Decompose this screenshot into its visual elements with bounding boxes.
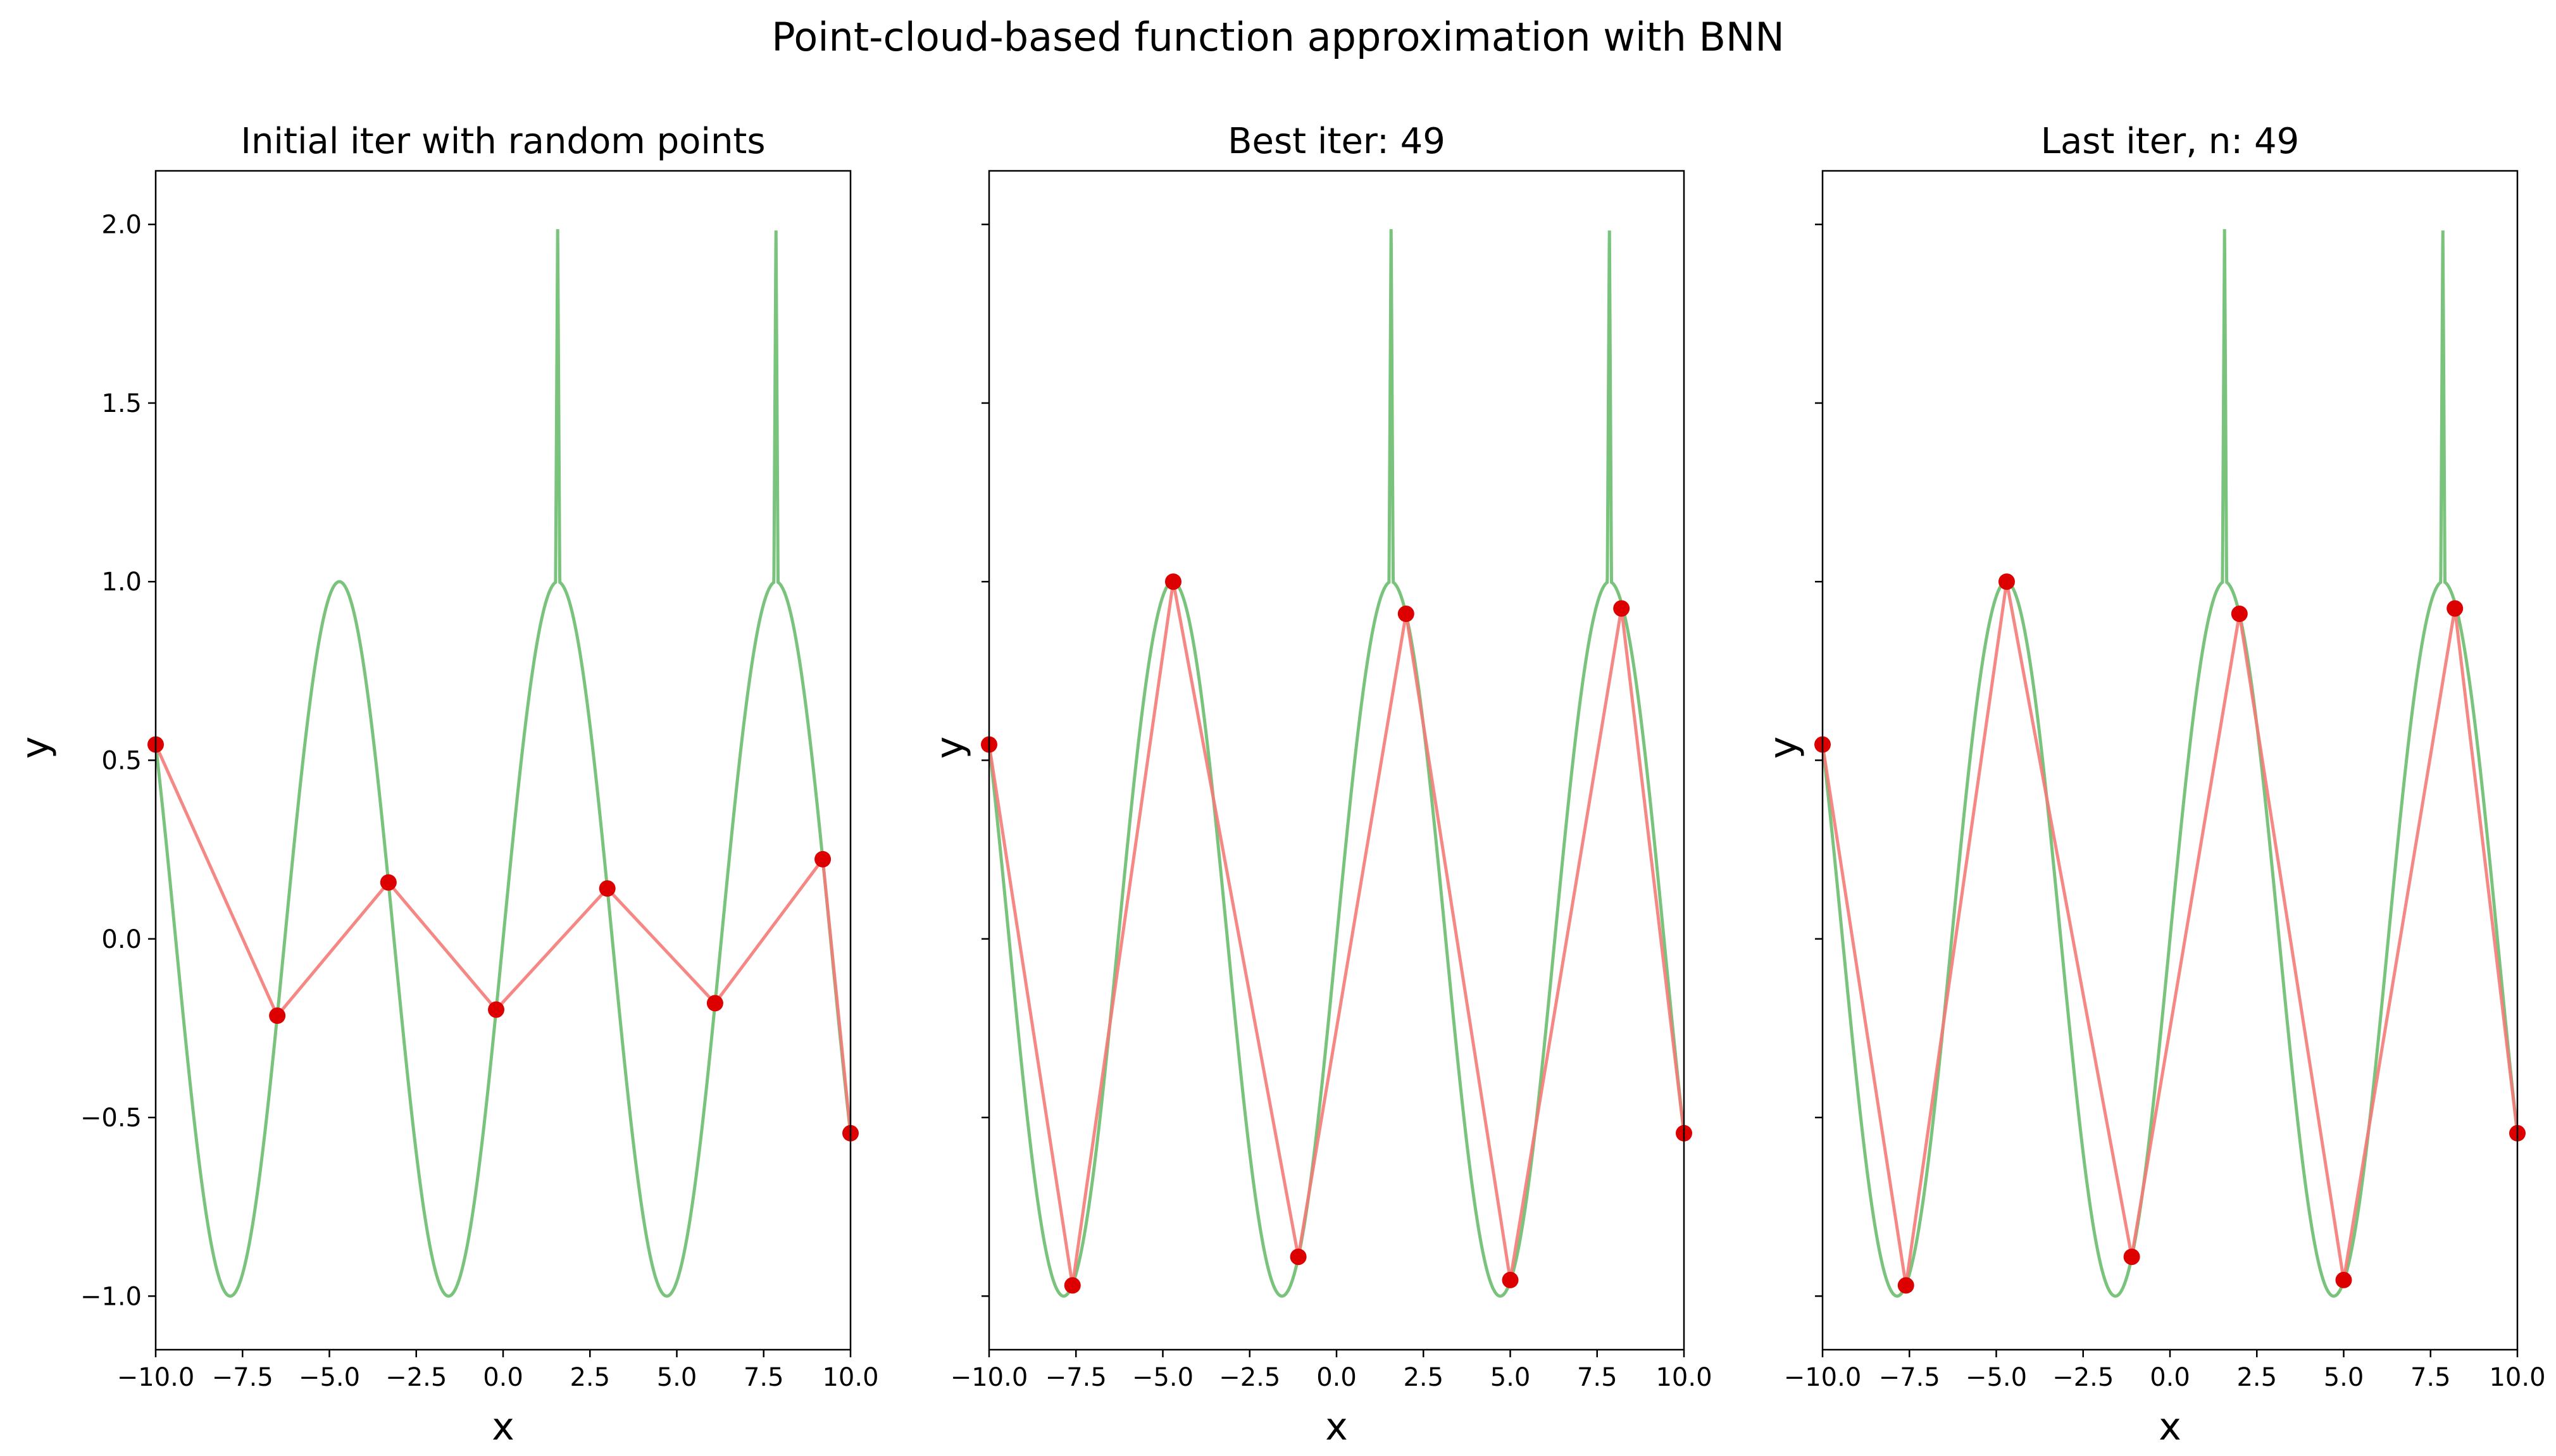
data-point [1998, 573, 2015, 590]
approximation-line [1823, 581, 2517, 1286]
x-tick-label: 10.0 [2489, 1363, 2545, 1392]
true-function-curve [156, 229, 851, 1298]
x-tick-label: 2.5 [2236, 1363, 2277, 1392]
subplot-title: Best iter: 49 [1228, 121, 1445, 162]
figure-title: Point-cloud-based function approximation… [771, 14, 1785, 60]
y-tick-label: 2.0 [101, 211, 142, 240]
y-tick-label: 0.5 [101, 747, 142, 776]
x-tick-label: 5.0 [657, 1363, 697, 1392]
data-point [2123, 1248, 2140, 1266]
y-tick-label: 1.0 [101, 568, 142, 597]
x-tick-label: −7.5 [212, 1363, 273, 1392]
x-tick-label: −7.5 [1045, 1363, 1107, 1392]
data-point [1502, 1271, 1519, 1288]
x-tick-label: 5.0 [1490, 1363, 1531, 1392]
x-tick-label: −2.5 [1219, 1363, 1280, 1392]
data-point [1064, 1277, 1081, 1294]
data-point [1290, 1248, 1307, 1266]
y-tick-label: −0.5 [80, 1104, 142, 1133]
data-point [2447, 600, 2464, 617]
approximation-line [156, 744, 851, 1134]
y-axis-label: y [13, 737, 58, 759]
true-function-curve [989, 229, 1684, 1298]
x-axis-label: x [1325, 1405, 1348, 1449]
x-tick-label: −5.0 [299, 1363, 360, 1392]
data-point [2231, 606, 2248, 623]
subplot-2: Best iter: 49 −10.0 −7.5 −5.0 −2.5 0.0 2.5 5.0 7… [928, 121, 1712, 1449]
data-point [706, 995, 723, 1012]
plot-area [1823, 229, 2517, 1298]
x-tick-label: −10.0 [117, 1363, 195, 1392]
data-point [1613, 600, 1630, 617]
y-tick-label: 1.5 [101, 389, 142, 418]
subplot-title: Last iter, n: 49 [2041, 121, 2299, 162]
approximation-line [989, 581, 1684, 1286]
subplot-3: Last iter, n: 49 −10.0 −7.5 −5.0 −2.5 0.0 2.5 5… [1761, 121, 2546, 1449]
subplots-container: Initial iter with random points −10.0 −7.5… [13, 121, 2546, 1449]
x-tick-label: 10.0 [1655, 1363, 1712, 1392]
x-tick-label: −10.0 [951, 1363, 1028, 1392]
x-axis-label: x [492, 1405, 514, 1449]
data-point [380, 874, 397, 891]
x-tick-label: 0.0 [483, 1363, 523, 1392]
x-tick-label: −5.0 [1132, 1363, 1194, 1392]
x-tick-label: 2.5 [1403, 1363, 1443, 1392]
data-point [488, 1001, 505, 1018]
y-tick-label: −1.0 [80, 1282, 142, 1311]
y-axis-label: y [928, 737, 972, 759]
x-tick-label: −2.5 [2052, 1363, 2114, 1392]
x-tick-label: 2.5 [570, 1363, 610, 1392]
x-tick-label: 7.5 [744, 1363, 784, 1392]
data-point [1897, 1277, 1914, 1294]
x-axis-label: x [2159, 1405, 2181, 1449]
x-tick-label: −2.5 [385, 1363, 447, 1392]
plot-area [156, 229, 851, 1298]
data-point [2335, 1271, 2352, 1288]
data-point [814, 850, 832, 868]
x-tick-label: −5.0 [1966, 1363, 2027, 1392]
data-point [269, 1007, 286, 1024]
plot-area [989, 229, 1684, 1298]
x-tick-label: 10.0 [822, 1363, 878, 1392]
true-function-curve [1823, 229, 2517, 1298]
data-point [1397, 606, 1414, 623]
x-tick-label: −7.5 [1879, 1363, 1940, 1392]
x-tick-label: 0.0 [2150, 1363, 2190, 1392]
x-tick-label: 7.5 [2410, 1363, 2451, 1392]
x-tick-label: 7.5 [1577, 1363, 1618, 1392]
data-point [599, 880, 616, 897]
data-point [1164, 573, 1181, 590]
x-tick-label: −10.0 [1784, 1363, 1862, 1392]
x-tick-label: 5.0 [2324, 1363, 2364, 1392]
y-axis-label: y [1761, 737, 1805, 759]
x-tick-label: 0.0 [1316, 1363, 1357, 1392]
subplot-title: Initial iter with random points [240, 121, 765, 162]
subplot-1: Initial iter with random points −10.0 −7.5… [13, 121, 879, 1449]
y-tick-label: 0.0 [101, 925, 142, 954]
